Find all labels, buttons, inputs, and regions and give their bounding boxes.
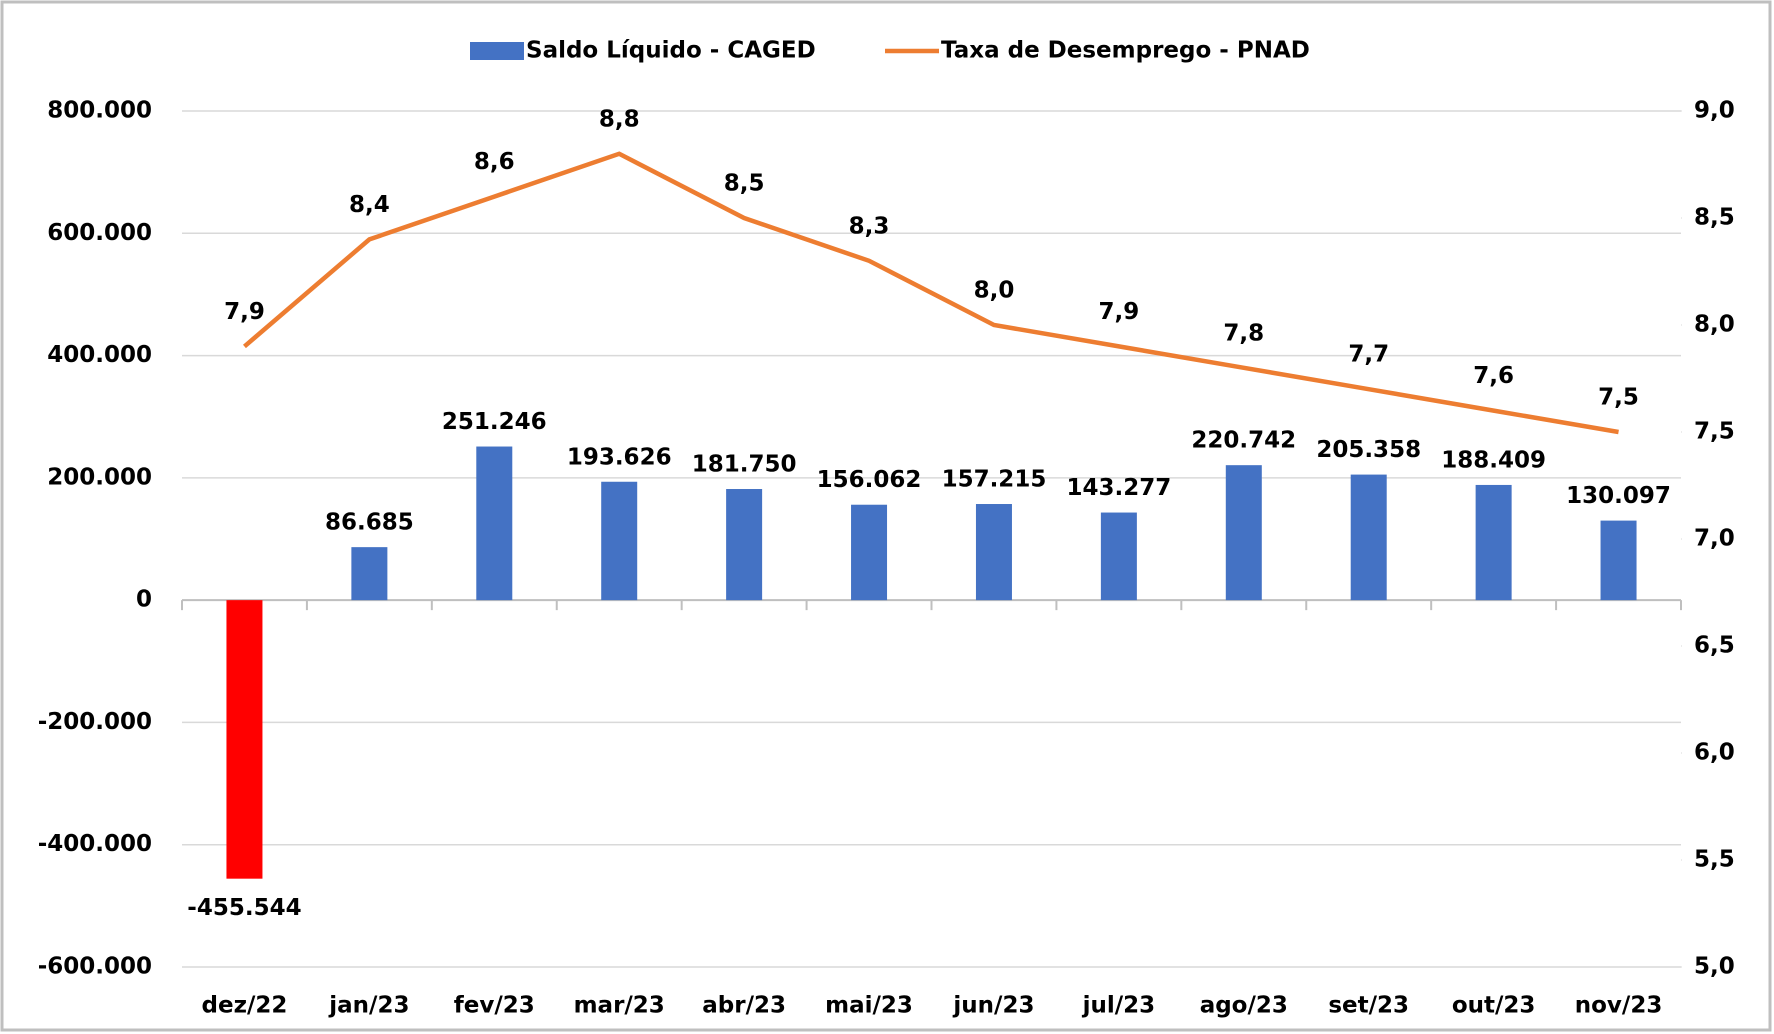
y2-tick-label: 8,0 — [1694, 312, 1735, 338]
bar — [601, 481, 638, 601]
legend-label: Saldo Líquido - CAGED — [526, 38, 816, 64]
bar — [1100, 512, 1137, 601]
y2-tick-label: 7,5 — [1694, 419, 1735, 445]
y-tick-label: -600.000 — [38, 954, 152, 980]
y2-tick-label: 6,5 — [1694, 633, 1735, 659]
x-tick-label: jan/23 — [328, 993, 409, 1019]
bar-value-label: 181.750 — [692, 452, 797, 478]
x-tick-label: mai/23 — [825, 993, 913, 1019]
x-tick-label: ago/23 — [1200, 993, 1288, 1019]
line-value-label: 7,8 — [1223, 320, 1264, 346]
line-value-label: 7,7 — [1348, 342, 1389, 368]
y2-tick-label: 6,0 — [1694, 740, 1735, 766]
bar-value-label: 156.062 — [817, 467, 922, 493]
line-value-label: 7,9 — [1099, 299, 1140, 325]
bar-value-label: 193.626 — [567, 444, 672, 470]
x-tick-label: jul/23 — [1082, 993, 1156, 1019]
bar — [1350, 474, 1387, 601]
bar-value-label: 188.409 — [1441, 447, 1546, 473]
bar — [1600, 520, 1637, 601]
line — [242, 151, 1619, 435]
line-value-label: 8,8 — [599, 106, 640, 132]
y2-tick-label: 5,5 — [1694, 847, 1735, 873]
line-value-label: 8,6 — [474, 149, 515, 175]
y-tick-label: 0 — [136, 587, 152, 613]
bar-value-label: 86.685 — [325, 510, 414, 536]
y2-tick-label: 7,0 — [1694, 526, 1735, 552]
bar — [476, 446, 513, 601]
y2-tick-label: 5,0 — [1694, 954, 1735, 980]
x-tick-label: set/23 — [1328, 993, 1409, 1019]
line-value-label: 7,6 — [1473, 363, 1514, 389]
y2-tick-label: 8,5 — [1694, 205, 1735, 231]
bar-value-label: 251.246 — [442, 409, 547, 435]
bar — [1225, 465, 1262, 601]
x-tick-label: fev/23 — [454, 993, 535, 1019]
legend-label: Taxa de Desemprego - PNAD — [941, 38, 1310, 64]
bar-value-label: 130.097 — [1566, 483, 1671, 509]
x-tick-label: jun/23 — [952, 993, 1034, 1019]
x-tick-label: abr/23 — [702, 993, 786, 1019]
bar — [226, 600, 263, 879]
bar — [851, 504, 888, 601]
y-tick-label: 600.000 — [47, 220, 152, 246]
y-tick-label: -400.000 — [38, 831, 152, 857]
line-value-label: 8,4 — [349, 192, 390, 218]
line-value-label: 7,5 — [1598, 385, 1639, 411]
bar-value-label: 205.358 — [1316, 437, 1421, 463]
legend-swatch — [470, 42, 524, 60]
y2-tick-label: 9,0 — [1694, 98, 1735, 124]
line-value-label: 7,9 — [224, 299, 265, 325]
line-value-label: 8,5 — [724, 171, 765, 197]
line-value-label: 8,3 — [849, 213, 890, 239]
bar — [726, 489, 763, 601]
y-tick-label: 800.000 — [47, 98, 152, 124]
bar-value-label: -455.544 — [187, 895, 301, 921]
x-tick-label: dez/22 — [202, 993, 288, 1019]
bar-value-label: 143.277 — [1066, 475, 1171, 501]
bar — [975, 504, 1012, 601]
x-tick-label: nov/23 — [1575, 993, 1663, 1019]
x-tick-label: mar/23 — [574, 993, 665, 1019]
line-value-label: 8,0 — [974, 278, 1015, 304]
bar-value-label: 157.215 — [942, 467, 1047, 493]
y-tick-label: -200.000 — [38, 709, 152, 735]
bar — [1475, 484, 1512, 601]
y-tick-label: 200.000 — [47, 464, 152, 490]
bar — [351, 547, 388, 601]
y-tick-label: 400.000 — [47, 342, 152, 368]
bar-value-label: 220.742 — [1191, 428, 1296, 454]
x-tick-label: out/23 — [1452, 993, 1536, 1019]
